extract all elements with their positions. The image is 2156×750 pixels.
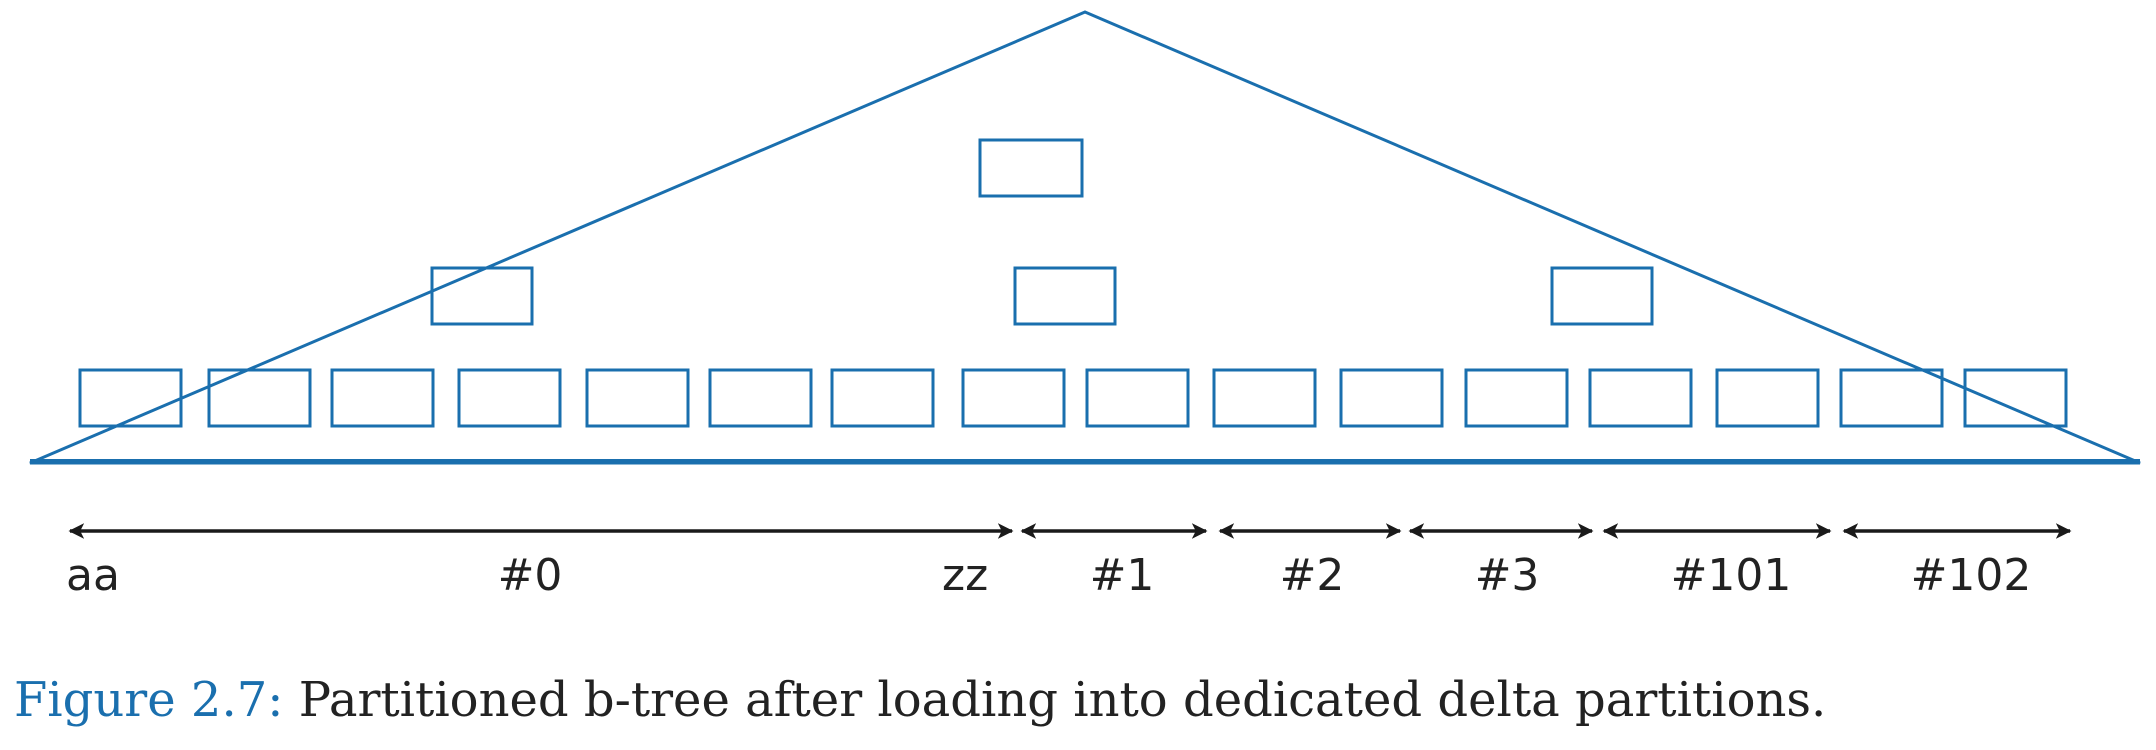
leaf-level: [78, 368, 2068, 428]
leaf-node: [1839, 368, 1944, 428]
leaf-node: [1588, 368, 1693, 428]
leaf-node: [1085, 368, 1190, 428]
partition-label: #2: [1280, 550, 1345, 601]
leaf-node: [1339, 368, 1444, 428]
leaf-node: [830, 368, 935, 428]
internal-node: [1550, 266, 1654, 326]
leaf-node: [78, 368, 183, 428]
partition-label: #1: [1090, 550, 1155, 601]
partition-label: #102: [1911, 550, 2032, 601]
partition-label: #3: [1475, 550, 1540, 601]
leaf-node: [330, 368, 435, 428]
btree-triangle: [29, 10, 2141, 465]
leaf-node: [207, 368, 312, 428]
caption-text: Partitioned b-tree after loading into de…: [298, 672, 1827, 728]
leaf-node: [708, 368, 813, 428]
range-end-label: zz: [942, 550, 988, 601]
root-node: [978, 138, 1084, 198]
leaf-node: [585, 368, 690, 428]
leaf-node: [1464, 368, 1569, 428]
partition-label: #0: [498, 550, 563, 601]
leaf-node: [1963, 368, 2068, 428]
internal-node: [430, 266, 534, 326]
partition-labels: aa zz #0 #1 #2 #3 #101 #102: [66, 550, 2031, 601]
partitioned-btree-diagram: aa zz #0 #1 #2 #3 #101 #102: [29, 10, 2141, 601]
internal-node: [1013, 266, 1117, 326]
leaf-node: [1715, 368, 1820, 428]
leaf-node: [457, 368, 562, 428]
middle-level: [430, 266, 1654, 326]
partition-label: #101: [1671, 550, 1792, 601]
leaf-node: [1212, 368, 1317, 428]
figure-number: Figure 2.7:: [14, 672, 284, 728]
leaf-node: [961, 368, 1066, 428]
range-start-label: aa: [66, 550, 120, 601]
figure-caption: Figure 2.7: Partitioned b-tree after loa…: [14, 672, 1826, 728]
